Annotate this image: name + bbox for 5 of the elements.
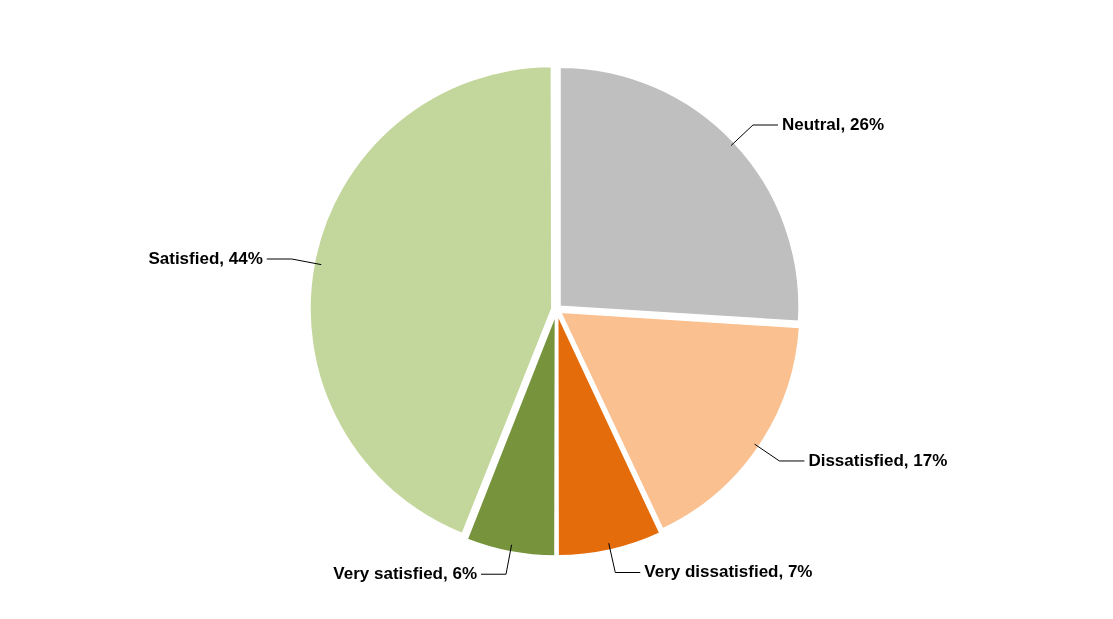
- slice-label: Neutral, 26%: [781, 114, 884, 134]
- slice-label: Satisfied, 44%: [148, 248, 263, 268]
- slice-label: Very dissatisfied, 7%: [644, 562, 813, 582]
- slice-label: Dissatisfied, 17%: [808, 450, 948, 470]
- slice-label: Very satisfied, 6%: [333, 563, 477, 583]
